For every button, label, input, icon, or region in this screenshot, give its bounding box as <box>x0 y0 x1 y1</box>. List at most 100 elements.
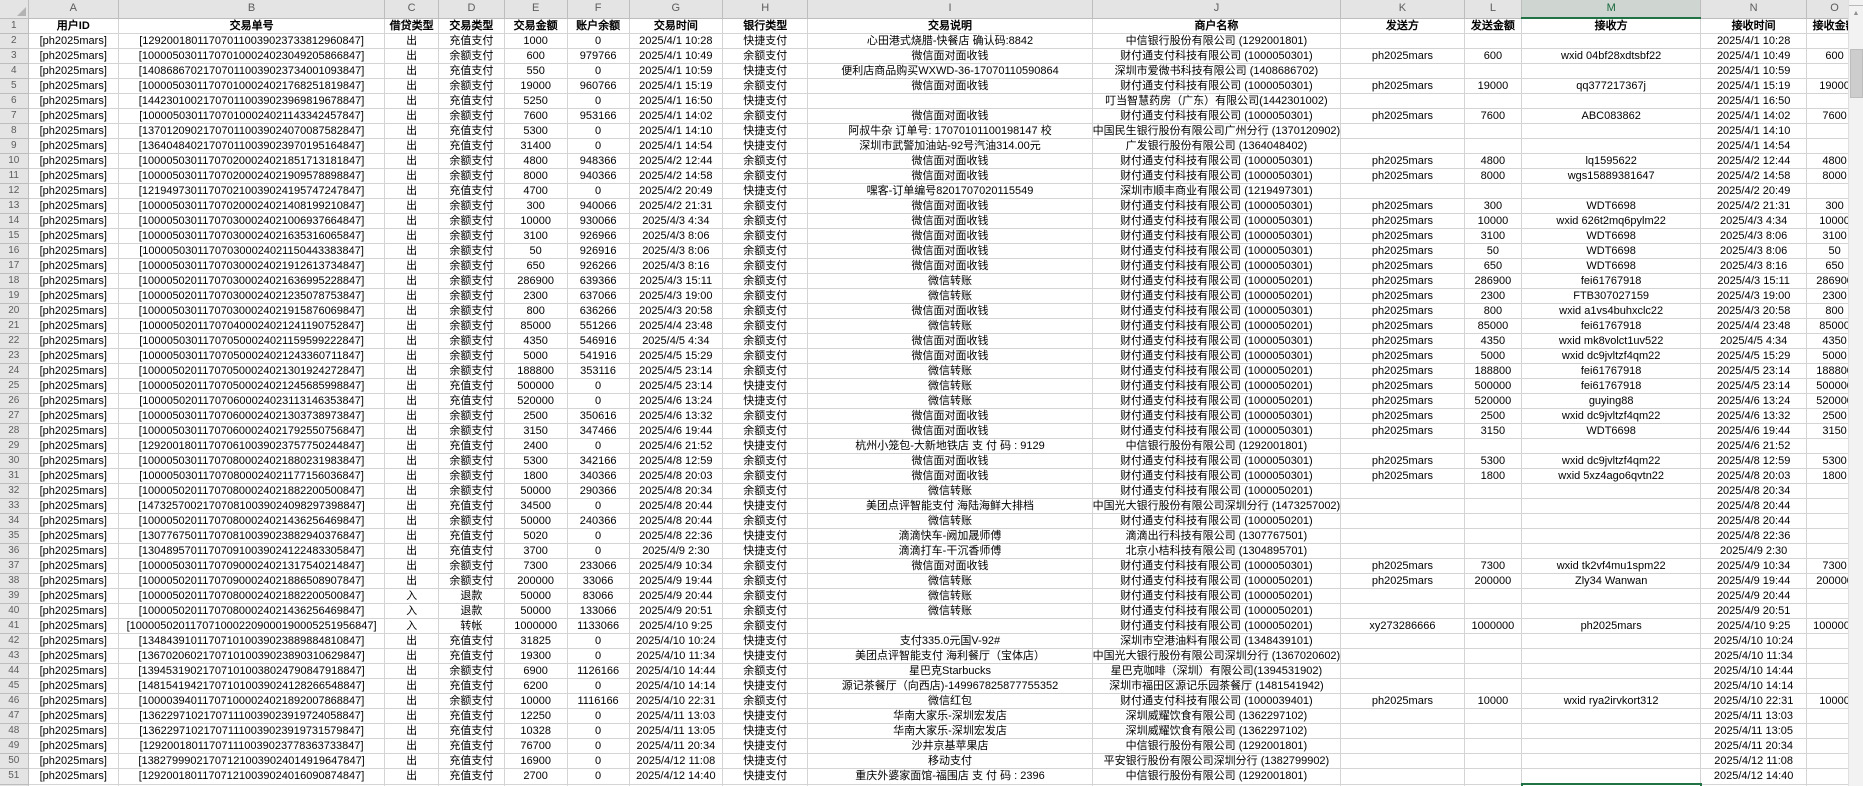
cell-E15[interactable]: 3100 <box>504 228 568 244</box>
cell-A11[interactable]: [ph2025mars] <box>28 168 119 184</box>
cell-N37[interactable]: 2025/4/9 10:34 <box>1700 558 1808 574</box>
cell-F47[interactable]: 0 <box>567 708 630 724</box>
cell-L41[interactable]: 1000000 <box>1464 618 1523 634</box>
cell-C2[interactable]: 出 <box>384 33 440 49</box>
cell-C5[interactable]: 出 <box>384 78 440 94</box>
cell-F45[interactable]: 0 <box>567 678 630 694</box>
cell-B8[interactable]: [137012090217070110039024070087582847] <box>118 123 386 139</box>
cell-D43[interactable]: 充值支付 <box>438 648 505 664</box>
row-header-22[interactable]: 22 <box>0 333 29 349</box>
cell-G22[interactable]: 2025/4/5 4:34 <box>629 333 724 349</box>
cell-F41[interactable]: 1133066 <box>567 618 630 634</box>
cell-G24[interactable]: 2025/4/5 23:14 <box>629 363 724 379</box>
cell-B41[interactable]: [100005020117071000220900019000525195684… <box>118 618 386 634</box>
cell-M23[interactable]: wxid dc9jvltzf4qm22 <box>1521 348 1702 364</box>
cell-M2[interactable] <box>1521 33 1702 49</box>
cell-A13[interactable]: [ph2025mars] <box>28 198 119 214</box>
cell-F26[interactable]: 0 <box>567 393 630 409</box>
cell-M31[interactable]: wxid 5xz4ago6qvtn22 <box>1521 468 1702 484</box>
cell-A52[interactable] <box>28 784 119 786</box>
scroll-up-arrow-icon[interactable]: ▲ <box>1852 10 1860 17</box>
cell-L2[interactable] <box>1464 33 1523 49</box>
cell-I28[interactable]: 微信面对面收钱 <box>807 423 1093 439</box>
cell-B46[interactable]: [100003940117071000024021892007868847] <box>118 693 386 709</box>
cell-F15[interactable]: 926966 <box>567 228 630 244</box>
cell-E29[interactable]: 2400 <box>504 438 568 454</box>
cell-D50[interactable]: 充值支付 <box>438 753 505 769</box>
cell-G32[interactable]: 2025/4/8 20:34 <box>629 483 724 499</box>
cell-I44[interactable]: 星巴克Starbucks <box>807 663 1093 679</box>
cell-G25[interactable]: 2025/4/5 23:14 <box>629 378 724 394</box>
cell-G12[interactable]: 2025/4/2 20:49 <box>629 183 724 199</box>
cell-N36[interactable]: 2025/4/9 2:30 <box>1700 543 1808 559</box>
cell-L33[interactable] <box>1464 498 1523 514</box>
cell-F18[interactable]: 639366 <box>567 273 630 289</box>
cell-K30[interactable]: ph2025mars <box>1340 453 1465 469</box>
row-header-12[interactable]: 12 <box>0 183 29 199</box>
cell-G43[interactable]: 2025/4/10 11:34 <box>629 648 724 664</box>
cell-F16[interactable]: 926916 <box>567 243 630 259</box>
cell-H37[interactable]: 余额支付 <box>722 558 809 574</box>
cell-C32[interactable]: 出 <box>384 483 440 499</box>
cell-J40[interactable]: 财付通支付科技有限公司 (1000050201) <box>1092 603 1342 619</box>
cell-C31[interactable]: 出 <box>384 468 440 484</box>
cell-C43[interactable]: 出 <box>384 648 440 664</box>
cell-K10[interactable]: ph2025mars <box>1340 153 1465 169</box>
cell-H38[interactable]: 余额支付 <box>722 573 809 589</box>
cell-G4[interactable]: 2025/4/1 10:59 <box>629 63 724 79</box>
cell-D41[interactable]: 转帐 <box>438 618 505 634</box>
cell-I43[interactable]: 美团点评智能支付 海利餐厅（宝体店） <box>807 648 1093 664</box>
cell-C51[interactable]: 出 <box>384 768 440 785</box>
cell-J34[interactable]: 财付通支付科技有限公司 (1000050201) <box>1092 513 1342 529</box>
column-header-G[interactable]: G <box>629 0 724 19</box>
cell-I2[interactable]: 心田港式烧腊-快餐店 确认码:8842 <box>807 33 1093 49</box>
cell-E40[interactable]: 50000 <box>504 603 568 619</box>
cell-I1[interactable]: 交易说明 <box>807 18 1093 34</box>
cell-M27[interactable]: wxid dc9jvltzf4qm22 <box>1521 408 1702 424</box>
cell-A30[interactable]: [ph2025mars] <box>28 453 119 469</box>
cell-N26[interactable]: 2025/4/6 13:24 <box>1700 393 1808 409</box>
row-header-20[interactable]: 20 <box>0 303 29 319</box>
cell-F6[interactable]: 0 <box>567 93 630 109</box>
cell-E1[interactable]: 交易金额 <box>504 18 568 34</box>
cell-L51[interactable] <box>1464 768 1523 785</box>
cell-B34[interactable]: [100005020117070800024021436256469847] <box>118 513 386 529</box>
cell-J49[interactable]: 中信银行股份有限公司 (1292001801) <box>1092 738 1342 754</box>
scrollbar-split-handle[interactable] <box>1849 0 1863 6</box>
cell-E36[interactable]: 3700 <box>504 543 568 559</box>
cell-L50[interactable] <box>1464 753 1523 769</box>
cell-N8[interactable]: 2025/4/1 14:10 <box>1700 123 1808 139</box>
cell-F28[interactable]: 347466 <box>567 423 630 439</box>
cell-E16[interactable]: 50 <box>504 243 568 259</box>
cell-H33[interactable]: 快捷支付 <box>722 498 809 514</box>
cell-G49[interactable]: 2025/4/11 20:34 <box>629 738 724 754</box>
cell-L15[interactable]: 3100 <box>1464 228 1523 244</box>
cell-M5[interactable]: qq377217367j <box>1521 78 1702 94</box>
cell-M22[interactable]: wxid mk8volct1uv522 <box>1521 333 1702 349</box>
cell-M38[interactable]: Zly34 Wanwan <box>1521 573 1702 589</box>
row-header-4[interactable]: 4 <box>0 63 29 79</box>
row-header-28[interactable]: 28 <box>0 423 29 439</box>
row-header-19[interactable]: 19 <box>0 288 29 304</box>
cell-M26[interactable]: guying88 <box>1521 393 1702 409</box>
cell-I8[interactable]: 阿叔牛杂 订单号: 17070101100198147 校 <box>807 123 1093 139</box>
cell-K45[interactable] <box>1340 678 1465 694</box>
cell-E14[interactable]: 10000 <box>504 213 568 229</box>
row-header-6[interactable]: 6 <box>0 93 29 109</box>
cell-A2[interactable]: [ph2025mars] <box>28 33 119 49</box>
cell-D45[interactable]: 充值支付 <box>438 678 505 694</box>
cell-G31[interactable]: 2025/4/8 20:03 <box>629 468 724 484</box>
cell-N18[interactable]: 2025/4/3 15:11 <box>1700 273 1808 289</box>
cell-K50[interactable] <box>1340 753 1465 769</box>
cell-M13[interactable]: WDT6698 <box>1521 198 1702 214</box>
cell-M40[interactable] <box>1521 603 1702 619</box>
cell-K44[interactable] <box>1340 663 1465 679</box>
cell-C34[interactable]: 出 <box>384 513 440 529</box>
cell-K2[interactable] <box>1340 33 1465 49</box>
cell-I18[interactable]: 微信转账 <box>807 273 1093 289</box>
cell-D11[interactable]: 余额支付 <box>438 168 505 184</box>
cell-H41[interactable]: 余额支付 <box>722 618 809 634</box>
cell-M4[interactable] <box>1521 63 1702 79</box>
cell-N14[interactable]: 2025/4/3 4:34 <box>1700 213 1808 229</box>
cell-N50[interactable]: 2025/4/12 11:08 <box>1700 753 1808 769</box>
